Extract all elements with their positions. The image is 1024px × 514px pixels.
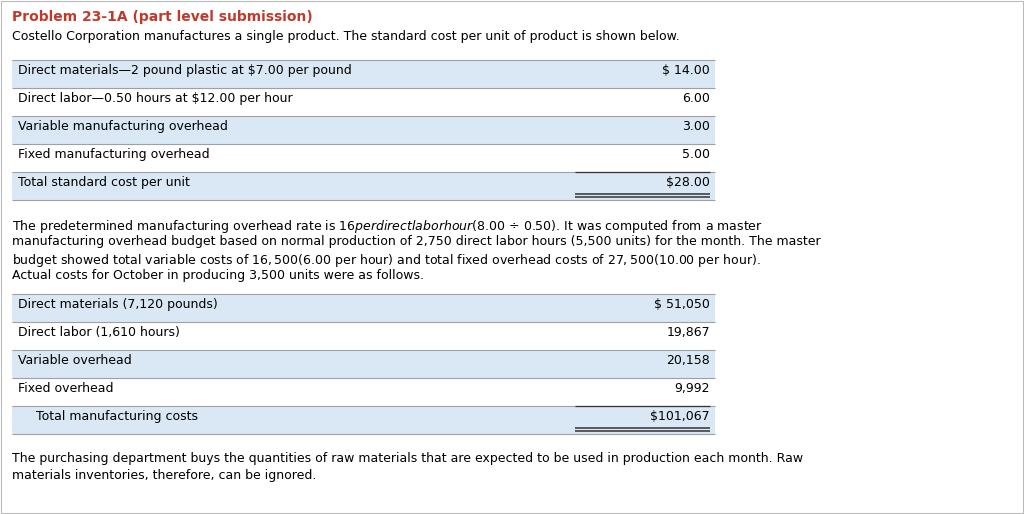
Text: $ 14.00: $ 14.00	[663, 64, 710, 77]
Text: 20,158: 20,158	[667, 354, 710, 367]
Text: manufacturing overhead budget based on normal production of 2,750 direct labor h: manufacturing overhead budget based on n…	[12, 235, 820, 248]
Text: Direct labor—0.50 hours at $12.00 per hour: Direct labor—0.50 hours at $12.00 per ho…	[18, 92, 293, 105]
Text: Actual costs for October in producing 3,500 units were as follows.: Actual costs for October in producing 3,…	[12, 269, 424, 282]
Text: Costello Corporation manufactures a single product. The standard cost per unit o: Costello Corporation manufactures a sing…	[12, 30, 680, 43]
Text: Fixed overhead: Fixed overhead	[18, 382, 114, 395]
Text: Direct labor (1,610 hours): Direct labor (1,610 hours)	[18, 326, 180, 339]
Text: $28.00: $28.00	[667, 176, 710, 189]
Text: 6.00: 6.00	[682, 92, 710, 105]
Text: $ 51,050: $ 51,050	[654, 298, 710, 311]
Text: 9,992: 9,992	[675, 382, 710, 395]
Text: Total manufacturing costs: Total manufacturing costs	[36, 410, 198, 423]
Text: 19,867: 19,867	[667, 326, 710, 339]
Text: Total standard cost per unit: Total standard cost per unit	[18, 176, 189, 189]
Text: The purchasing department buys the quantities of raw materials that are expected: The purchasing department buys the quant…	[12, 452, 803, 465]
Text: 3.00: 3.00	[682, 120, 710, 133]
Text: Direct materials—2 pound plastic at $7.00 per pound: Direct materials—2 pound plastic at $7.0…	[18, 64, 352, 77]
Text: budget showed total variable costs of $16,500 ($6.00 per hour) and total fixed o: budget showed total variable costs of $1…	[12, 252, 761, 269]
Text: The predetermined manufacturing overhead rate is $16 per direct labor hour ($8.0: The predetermined manufacturing overhead…	[12, 218, 763, 235]
Text: Problem 23-1A (part level submission): Problem 23-1A (part level submission)	[12, 10, 312, 24]
Text: Fixed manufacturing overhead: Fixed manufacturing overhead	[18, 148, 210, 161]
Text: Variable overhead: Variable overhead	[18, 354, 132, 367]
Text: 5.00: 5.00	[682, 148, 710, 161]
Text: Direct materials (7,120 pounds): Direct materials (7,120 pounds)	[18, 298, 218, 311]
Text: materials inventories, therefore, can be ignored.: materials inventories, therefore, can be…	[12, 469, 316, 482]
Text: Variable manufacturing overhead: Variable manufacturing overhead	[18, 120, 228, 133]
Text: $101,067: $101,067	[650, 410, 710, 423]
